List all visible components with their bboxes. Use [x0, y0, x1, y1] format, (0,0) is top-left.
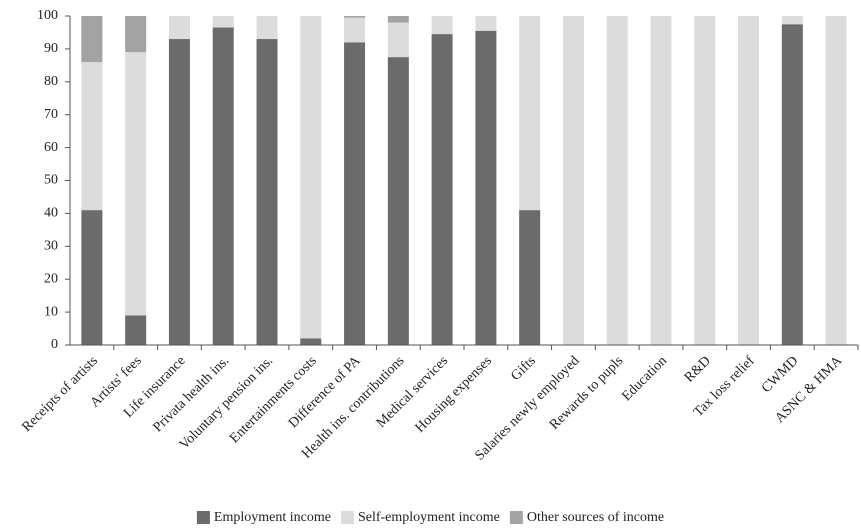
legend-label: Self-employment income	[358, 510, 500, 525]
bar-segment	[387, 22, 409, 58]
bar-segment	[519, 16, 541, 211]
bar-segment	[344, 16, 366, 18]
bar-segment	[475, 30, 497, 346]
bar-segment	[81, 16, 103, 63]
x-tick-label: Privata health ins.	[151, 353, 233, 435]
y-tick-label: 30	[44, 239, 58, 254]
bar-segment	[256, 39, 278, 345]
bar-segment	[387, 57, 409, 345]
y-tick-label: 80	[44, 74, 58, 89]
bar-segment	[431, 16, 453, 35]
bar-segment	[606, 16, 628, 345]
bar-segment	[344, 42, 366, 345]
bar-segment	[300, 16, 322, 339]
bar-segment	[125, 52, 147, 316]
bar-segment	[81, 62, 103, 211]
y-tick-label: 20	[44, 271, 58, 286]
x-tick-label: Receipts of artists	[19, 353, 101, 435]
bar-segment	[738, 16, 760, 345]
bar-segment	[694, 16, 716, 345]
y-tick-label: 40	[44, 206, 58, 221]
bar-segment	[781, 24, 803, 345]
bar-segment	[168, 16, 190, 40]
bar-segment	[81, 210, 103, 345]
y-tick-label: 70	[44, 107, 58, 122]
bar-segment	[825, 16, 847, 345]
legend-label: Other sources of income	[527, 510, 664, 525]
legend: Employment income Self-employment income O…	[196, 510, 664, 525]
x-tick-label: R&D	[682, 353, 714, 385]
bar-segment	[168, 39, 190, 345]
bar-segment	[781, 16, 803, 25]
bar-segment	[256, 16, 278, 40]
bar-segment	[212, 16, 234, 28]
x-tick-label: Education	[619, 353, 670, 404]
bar-segment	[387, 16, 409, 23]
bar-segment	[212, 27, 234, 345]
bar-segment	[300, 338, 322, 345]
y-tick-label: 100	[37, 8, 58, 23]
x-tick-label: CWMD	[759, 353, 802, 396]
legend-label: Employment income	[214, 510, 331, 525]
bar-segment	[650, 16, 672, 345]
bar-segment	[125, 315, 147, 345]
bar-segment	[519, 210, 541, 345]
x-tick-label: Gifts	[508, 353, 538, 383]
bar-segment	[125, 16, 147, 53]
legend-swatch	[196, 511, 210, 524]
legend-swatch	[509, 511, 523, 524]
y-tick-label: 50	[44, 173, 58, 188]
y-tick-label: 10	[44, 304, 58, 319]
bar-segment	[344, 17, 366, 43]
y-tick-label: 90	[44, 41, 58, 56]
y-tick-label: 60	[44, 140, 58, 155]
bar-segment	[431, 34, 453, 345]
bar-segment	[475, 16, 497, 31]
x-tick-label: Housing expenses	[413, 353, 495, 435]
bar-segment	[562, 16, 584, 345]
y-tick-label: 0	[51, 337, 58, 352]
legend-swatch	[340, 511, 354, 524]
